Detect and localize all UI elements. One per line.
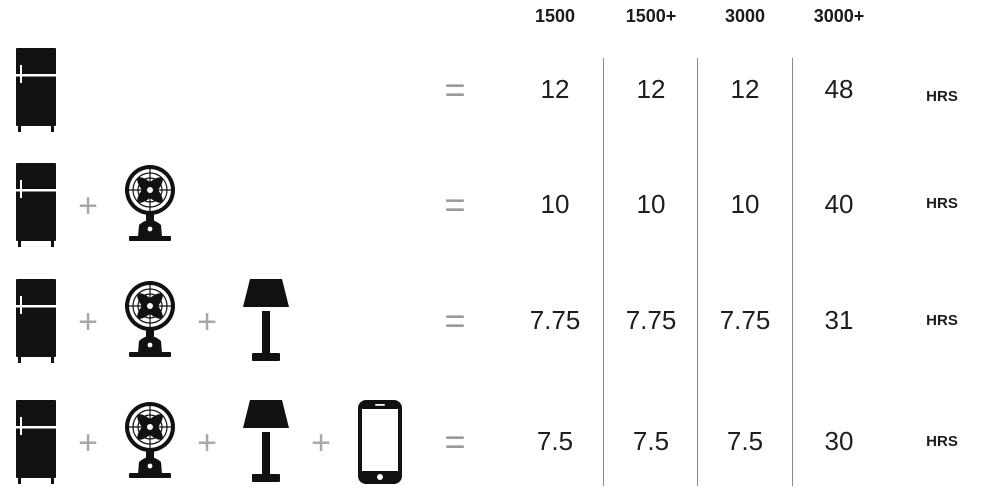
value-1500: 10 <box>540 189 570 219</box>
value-1500-plus: 7.75 <box>625 305 677 335</box>
value-1500: 7.75 <box>529 305 581 335</box>
fan-icon <box>122 279 178 363</box>
value-3000: 7.75 <box>719 305 771 335</box>
value-3000: 12 <box>730 74 760 104</box>
value-3000-plus: 30 <box>824 426 854 456</box>
unit-label: HRS <box>926 312 958 329</box>
equals-sign: = <box>444 421 466 462</box>
unit-label: HRS <box>926 88 958 105</box>
column-divider <box>603 58 604 486</box>
plus-sign: + <box>78 303 98 341</box>
value-3000-plus: 40 <box>824 189 854 219</box>
value-3000: 7.5 <box>726 426 764 456</box>
column-divider <box>792 58 793 486</box>
column-header-1500-plus: 1500+ <box>625 6 677 26</box>
fan-icon <box>122 400 178 484</box>
combo-row-1: = 12 12 12 48 HRS <box>0 48 985 138</box>
fridge-icon <box>14 48 58 132</box>
combo-row-3: + + = 7.75 7.75 7.75 31 HRS <box>0 279 985 369</box>
column-divider <box>697 58 698 486</box>
equals-sign: = <box>444 300 466 341</box>
lamp-icon <box>241 400 291 484</box>
value-3000-plus: 31 <box>824 305 854 335</box>
equals-sign: = <box>444 69 466 110</box>
plus-sign: + <box>311 424 331 462</box>
column-header-3000: 3000 <box>724 6 766 26</box>
value-3000-plus: 48 <box>824 74 854 104</box>
plus-sign: + <box>197 424 217 462</box>
value-3000: 10 <box>730 189 760 219</box>
combo-row-4: + + + = 7.5 7.5 7.5 30 HRS <box>0 400 985 490</box>
combo-row-2: + = 10 10 10 40 HRS <box>0 163 985 253</box>
value-1500-plus: 10 <box>636 189 666 219</box>
value-1500: 7.5 <box>536 426 574 456</box>
value-1500-plus: 12 <box>636 74 666 104</box>
fridge-icon <box>14 400 58 484</box>
plus-sign: + <box>78 187 98 225</box>
lamp-icon <box>241 279 291 363</box>
plus-sign: + <box>197 303 217 341</box>
unit-label: HRS <box>926 433 958 450</box>
unit-label: HRS <box>926 195 958 212</box>
phone-icon <box>357 400 403 484</box>
fridge-icon <box>14 163 58 247</box>
value-1500-plus: 7.5 <box>632 426 670 456</box>
column-header-1500: 1500 <box>534 6 576 26</box>
column-header-3000-plus: 3000+ <box>813 6 865 26</box>
fan-icon <box>122 163 178 247</box>
fridge-icon <box>14 279 58 363</box>
equals-sign: = <box>444 184 466 225</box>
value-1500: 12 <box>540 74 570 104</box>
plus-sign: + <box>78 424 98 462</box>
